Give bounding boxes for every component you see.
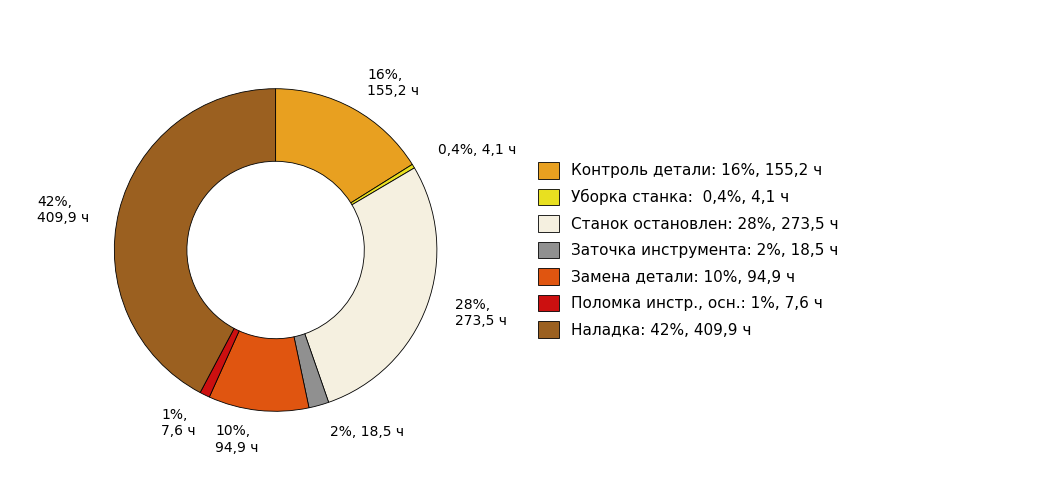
Wedge shape <box>294 334 329 408</box>
Text: 2%, 18,5 ч: 2%, 18,5 ч <box>330 426 404 440</box>
Wedge shape <box>114 88 276 393</box>
Wedge shape <box>305 168 437 402</box>
Text: 10%,
94,9 ч: 10%, 94,9 ч <box>215 424 259 454</box>
Wedge shape <box>351 164 414 205</box>
Text: 16%,
155,2 ч: 16%, 155,2 ч <box>367 68 420 98</box>
Legend: Контроль детали: 16%, 155,2 ч, Уборка станка:  0,4%, 4,1 ч, Станок остановлен: 2: Контроль детали: 16%, 155,2 ч, Уборка ст… <box>537 162 838 338</box>
Wedge shape <box>276 88 412 203</box>
Text: 28%,
273,5 ч: 28%, 273,5 ч <box>455 298 507 328</box>
Wedge shape <box>200 328 240 397</box>
Text: 42%,
409,9 ч: 42%, 409,9 ч <box>37 194 90 225</box>
Wedge shape <box>209 331 310 411</box>
Text: 1%,
7,6 ч: 1%, 7,6 ч <box>161 408 196 438</box>
Text: 0,4%, 4,1 ч: 0,4%, 4,1 ч <box>438 143 516 157</box>
